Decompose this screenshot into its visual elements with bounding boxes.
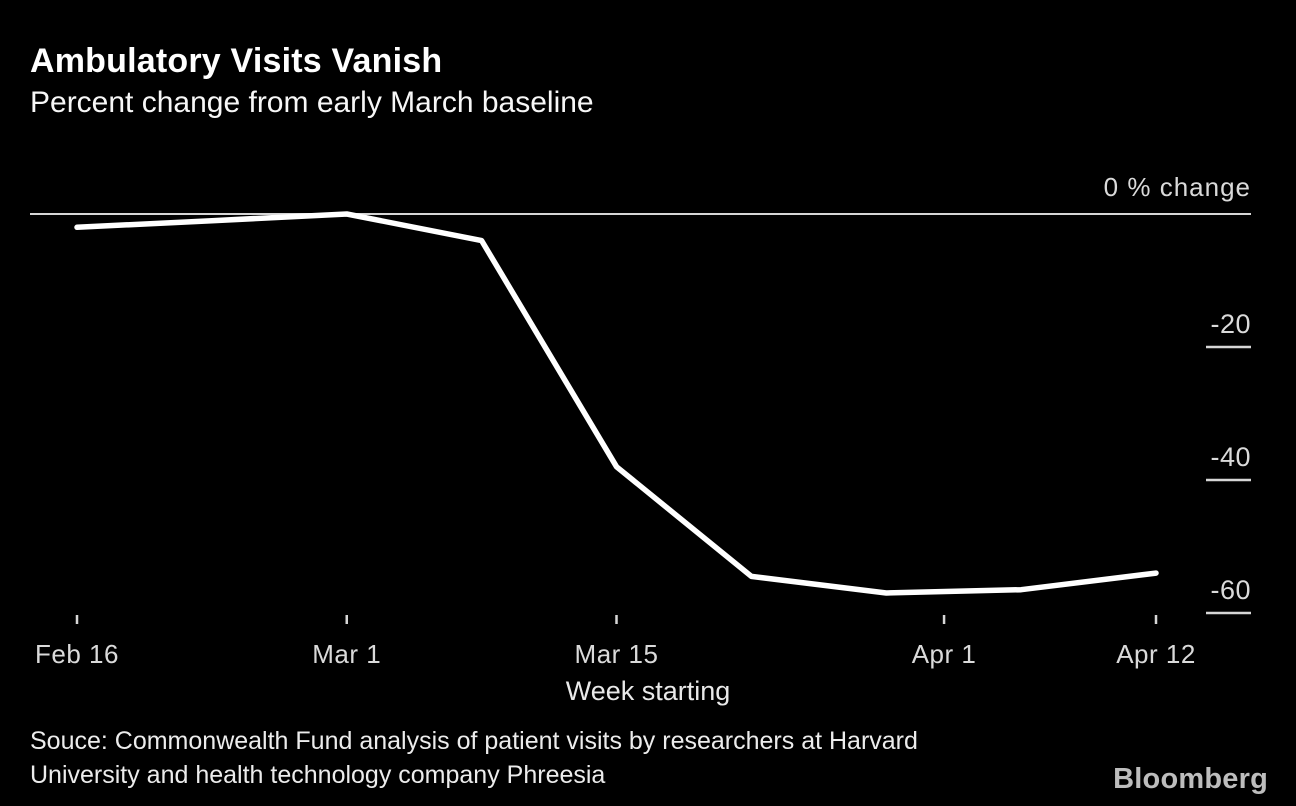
source-line-2: University and health technology company… <box>30 761 606 789</box>
x-tick-label: Mar 15 <box>574 639 659 669</box>
bloomberg-logo: Bloomberg <box>1113 763 1268 795</box>
source-line-1: Souce: Commonwealth Fund analysis of pat… <box>30 727 918 755</box>
chart-subtitle: Percent change from early March baseline <box>30 86 594 119</box>
y-tick-label: -40 <box>1210 442 1251 472</box>
chart-title: Ambulatory Visits Vanish <box>30 42 443 80</box>
x-tick-label: Mar 1 <box>312 639 382 669</box>
x-tick-label: Apr 12 <box>1116 639 1196 669</box>
y-axis-zero-label: 0 % change <box>1103 172 1251 202</box>
source-note: Souce: Commonwealth Fund analysis of pat… <box>30 724 918 792</box>
x-tick-label: Apr 1 <box>911 639 977 669</box>
ambulatory-visits-line-series <box>74 211 1159 596</box>
y-tick-label: -60 <box>1210 575 1251 605</box>
x-axis-title: Week starting <box>565 676 731 706</box>
y-tick-label: -20 <box>1210 309 1251 339</box>
x-tick-label: Feb 16 <box>35 639 119 669</box>
